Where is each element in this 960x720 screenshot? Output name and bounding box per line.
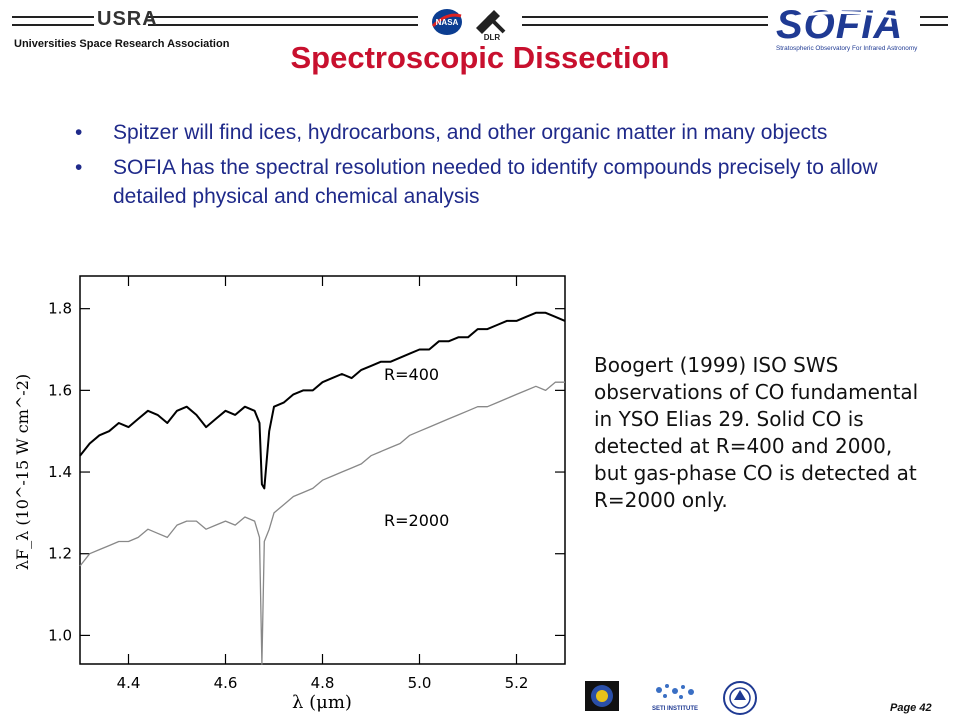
header-rule-left-mid <box>148 16 418 26</box>
header-rule-left <box>12 16 94 26</box>
header-rule-right <box>920 16 948 26</box>
org-name: Universities Space Research Association <box>14 38 230 50</box>
y-tick-label: 1.8 <box>48 300 72 318</box>
y-tick-label: 1.6 <box>48 381 72 399</box>
dlr-logo: DLR <box>476 10 506 42</box>
bullet-list: Spitzer will find ices, hydrocarbons, an… <box>75 118 935 217</box>
sofia-tagline: Stratospheric Observatory For Infrared A… <box>776 45 918 52</box>
y-tick-label: 1.0 <box>48 626 72 644</box>
page-number: Page 42 <box>890 702 932 714</box>
sofia-logo-text: SOFIA <box>776 3 903 47</box>
spectrum-chart: 4.4 4.6 4.8 5.0 5.2 1.0 1.2 1.4 1.6 1.8 R=400 R=2… <box>13 275 566 713</box>
sofia-logo: SOFIA Stratospheric Observatory For Infr… <box>776 3 918 52</box>
series-label-r2000: R=2000 <box>384 511 449 530</box>
x-tick-label: 4.4 <box>117 674 141 692</box>
footer-emblem-left <box>585 681 619 711</box>
seti-logo-text: SETI INSTITUTE <box>652 706 698 712</box>
seti-institute-logo: SETI INSTITUTE <box>652 684 698 712</box>
dlr-logo-text: DLR <box>484 33 501 42</box>
series-group <box>79 311 566 665</box>
series-line-r-2000 <box>79 381 565 665</box>
x-tick-label: 5.2 <box>505 674 529 692</box>
y-axis-label: λF_λ (10^-15 W cm^-2) <box>13 374 32 570</box>
bullet-item: SOFIA has the spectral resolution needed… <box>75 153 935 211</box>
plot-frame <box>79 275 566 665</box>
y-tick-label: 1.4 <box>48 463 72 481</box>
header-rule-mid <box>522 16 768 26</box>
figure-caption: Boogert (1999) ISO SWS observations of C… <box>594 353 919 512</box>
x-axis-label: λ (μm) <box>292 692 352 713</box>
x-tick-label: 5.0 <box>408 674 432 692</box>
nasa-logo: NASA <box>431 9 462 35</box>
nasa-logo-text: NASA <box>436 18 459 27</box>
x-tick-label: 4.8 <box>311 674 335 692</box>
y-tick-label: 1.2 <box>48 545 72 563</box>
series-label-r400: R=400 <box>384 365 439 384</box>
tick-group: 4.4 4.6 4.8 5.0 5.2 1.0 1.2 1.4 1.6 1.8 <box>48 276 565 692</box>
bullet-item: Spitzer will find ices, hydrocarbons, an… <box>75 118 935 147</box>
footer-seal-right <box>723 681 757 715</box>
usra-logo: USRA <box>97 8 158 30</box>
series-line-r-400 <box>79 311 566 490</box>
slide-title: Spectroscopic Dissection <box>290 40 670 75</box>
x-tick-label: 4.6 <box>214 674 238 692</box>
